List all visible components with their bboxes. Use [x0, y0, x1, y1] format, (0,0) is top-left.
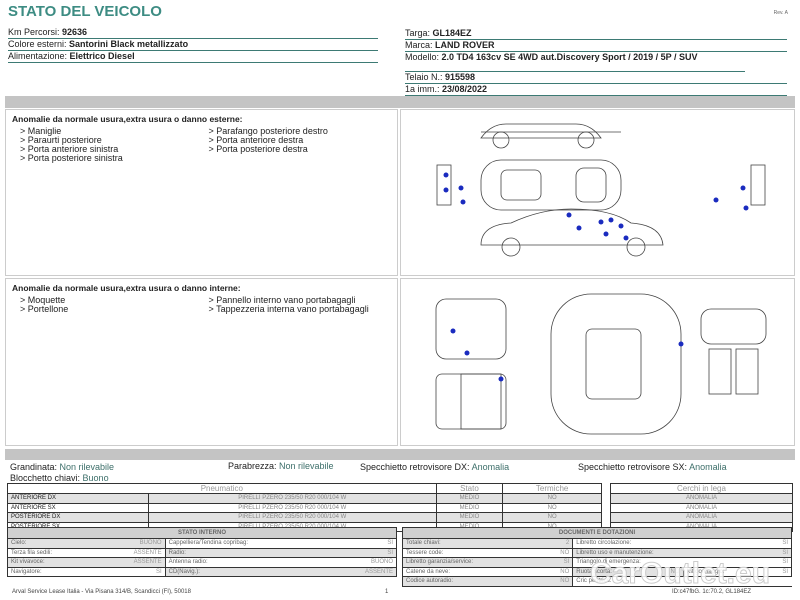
page-number: 1 [385, 589, 389, 595]
exterior-anomalies: Anomalie da normale usura,extra usura o … [5, 109, 398, 276]
damage-markers [443, 172, 749, 241]
footer-company: Arval Service Lease Italia - Via Pisana … [12, 589, 191, 595]
parabrezza: Parabrezza: Non rilevabile [228, 461, 334, 471]
interior-damage-markers [450, 328, 684, 382]
telaio-row: Telaio N.: 915598 [405, 72, 787, 84]
blocchetto: Blocchetto chiavi: Buono [10, 473, 109, 483]
stato-interno-table: STATO INTERNO Cielo: BUONO Cappelliera/Ten… [6, 527, 398, 577]
exterior-title: Anomalie da normale usura,extra usura o … [12, 114, 243, 124]
rims-table: Cerchi in lega ANOMALIA ANOMALIA ANOMALI… [610, 483, 793, 532]
car-interior-diagram-icon [435, 293, 767, 435]
watermark-logo: CarOutlet.eu [589, 557, 771, 591]
grandinata: Grandinata: Non rilevabile [10, 462, 115, 472]
colore-row: Colore esterni: Santorini Black metalliz… [8, 39, 378, 51]
specchietto-sx: Specchietto retrovisore SX: Anomalia [578, 462, 727, 472]
revision: Rev. A [773, 10, 788, 16]
interior-diagram [400, 278, 795, 446]
car-exterior-diagram-icon [436, 123, 766, 257]
page-title: STATO DEL VEICOLO [8, 3, 162, 20]
table-row: POSTERIORE DX PIRELLI PZERO 235/50 R20 00… [7, 512, 602, 523]
specchietto-dx: Specchietto retrovisore DX: Anomalia [360, 462, 510, 472]
separator-band [5, 96, 795, 108]
tires-table: Pneumatico Stato Termiche ANTERIORE DX PIRE… [7, 483, 602, 532]
targa-row: Targa: GL184EZ [405, 28, 787, 40]
table-row: ANTERIORE DX PIRELLI PZERO 235/50 R20 000… [7, 493, 602, 504]
modello-row: Modello: 2.0 TD4 163cv SE 4WD aut.Discov… [405, 52, 745, 72]
footer-id: ID:c47fbG. 1c:70.2, GL184EZ [672, 589, 752, 595]
km-row: Km Percorsi: 92636 [8, 27, 378, 39]
interior-title: Anomalie da normale usura,extra usura o … [12, 283, 241, 293]
exterior-diagram [400, 109, 795, 276]
documenti-table: DOCUMENTI E DOTAZIONI Totale chiavi: 2 Lib… [402, 527, 793, 587]
alimentazione-row: Alimentazione: Elettrico Diesel [8, 51, 378, 63]
interior-anomalies: Anomalie da normale usura,extra usura o … [5, 278, 398, 446]
imm-row: 1a imm.: 23/08/2022 [405, 84, 787, 96]
marca-row: Marca: LAND ROVER [405, 40, 787, 52]
table-row: ANTERIORE SX PIRELLI PZERO 235/50 R20 000… [7, 502, 602, 513]
separator-band-2 [5, 449, 795, 460]
